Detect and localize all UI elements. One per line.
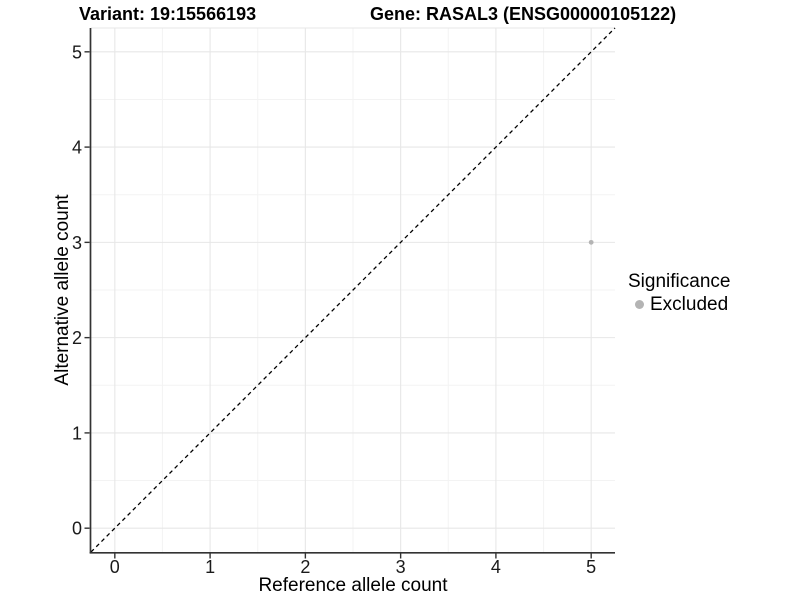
- data-point: [588, 239, 594, 245]
- y-tick-label: 3: [72, 233, 82, 253]
- legend-title: Significance: [628, 271, 731, 292]
- y-axis-title: Alternative allele count: [52, 194, 73, 386]
- y-tick-label: 4: [72, 138, 82, 158]
- x-axis-title: Reference allele count: [258, 575, 448, 596]
- legend-entry-label: Excluded: [650, 294, 729, 315]
- y-tick-label: 5: [72, 42, 82, 62]
- x-tick-label: 4: [491, 557, 501, 577]
- y-tick-label: 0: [72, 519, 82, 539]
- y-tick-label: 2: [72, 328, 82, 348]
- legend-point-icon: [635, 300, 644, 309]
- x-tick-label: 0: [110, 557, 120, 577]
- identity-line: [90, 27, 616, 553]
- gene-title: Gene: RASAL3 (ENSG00000105122): [370, 4, 677, 24]
- x-tick-label: 1: [205, 557, 215, 577]
- legend: Significance Excluded: [628, 271, 730, 315]
- x-tick-label: 2: [300, 557, 310, 577]
- x-tick-label: 3: [396, 557, 406, 577]
- x-tick-label: 5: [586, 557, 596, 577]
- y-tick-label: 1: [72, 423, 82, 443]
- variant-title: Variant: 19:15566193: [79, 4, 257, 24]
- legend-entry: Excluded: [628, 294, 730, 315]
